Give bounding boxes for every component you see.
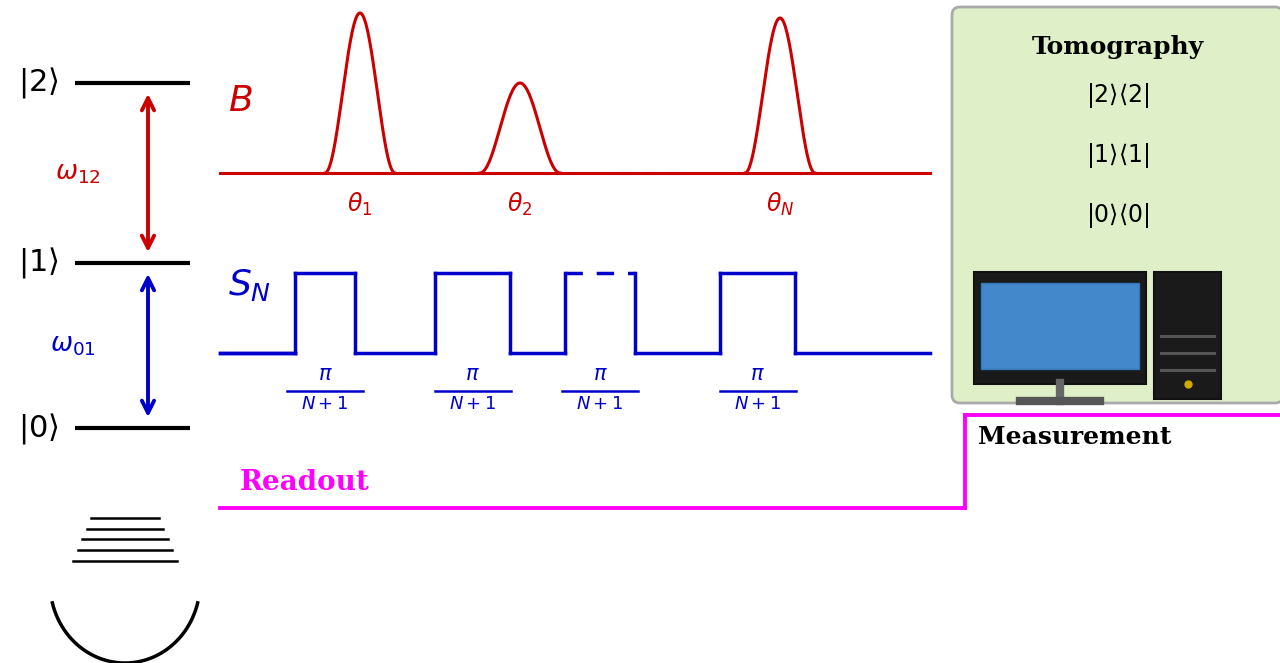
Text: $\pi$: $\pi$: [465, 365, 480, 384]
FancyBboxPatch shape: [1155, 272, 1221, 399]
Text: $\theta_2$: $\theta_2$: [507, 191, 532, 218]
Text: $N+1$: $N+1$: [301, 395, 348, 413]
Text: $\theta_1$: $\theta_1$: [347, 191, 372, 218]
Text: $\pi$: $\pi$: [593, 365, 608, 384]
Text: $\omega_{01}$: $\omega_{01}$: [50, 333, 96, 358]
Text: $S_N$: $S_N$: [228, 267, 271, 303]
Text: $|2\rangle\langle 2|$: $|2\rangle\langle 2|$: [1085, 80, 1149, 109]
Text: Tomography: Tomography: [1032, 35, 1203, 59]
Text: $|2\rangle$: $|2\rangle$: [18, 66, 59, 101]
Text: $\theta_N$: $\theta_N$: [765, 191, 794, 218]
Text: $|1\rangle\langle 1|$: $|1\rangle\langle 1|$: [1085, 141, 1149, 170]
Text: $\pi$: $\pi$: [317, 365, 333, 384]
FancyBboxPatch shape: [952, 7, 1280, 403]
Text: $|0\rangle$: $|0\rangle$: [18, 410, 59, 446]
Text: $B$: $B$: [228, 84, 252, 118]
Text: $|1\rangle$: $|1\rangle$: [18, 245, 59, 280]
FancyBboxPatch shape: [980, 283, 1139, 369]
Text: Readout: Readout: [241, 469, 370, 496]
Text: $\pi$: $\pi$: [750, 365, 765, 384]
Text: $N+1$: $N+1$: [576, 395, 623, 413]
Text: $|0\rangle\langle 0|$: $|0\rangle\langle 0|$: [1085, 200, 1149, 229]
Text: $N+1$: $N+1$: [449, 395, 497, 413]
Text: $\omega_{12}$: $\omega_{12}$: [55, 160, 101, 186]
Text: $N+1$: $N+1$: [733, 395, 781, 413]
Text: Measurement: Measurement: [978, 425, 1171, 449]
FancyBboxPatch shape: [974, 272, 1146, 384]
